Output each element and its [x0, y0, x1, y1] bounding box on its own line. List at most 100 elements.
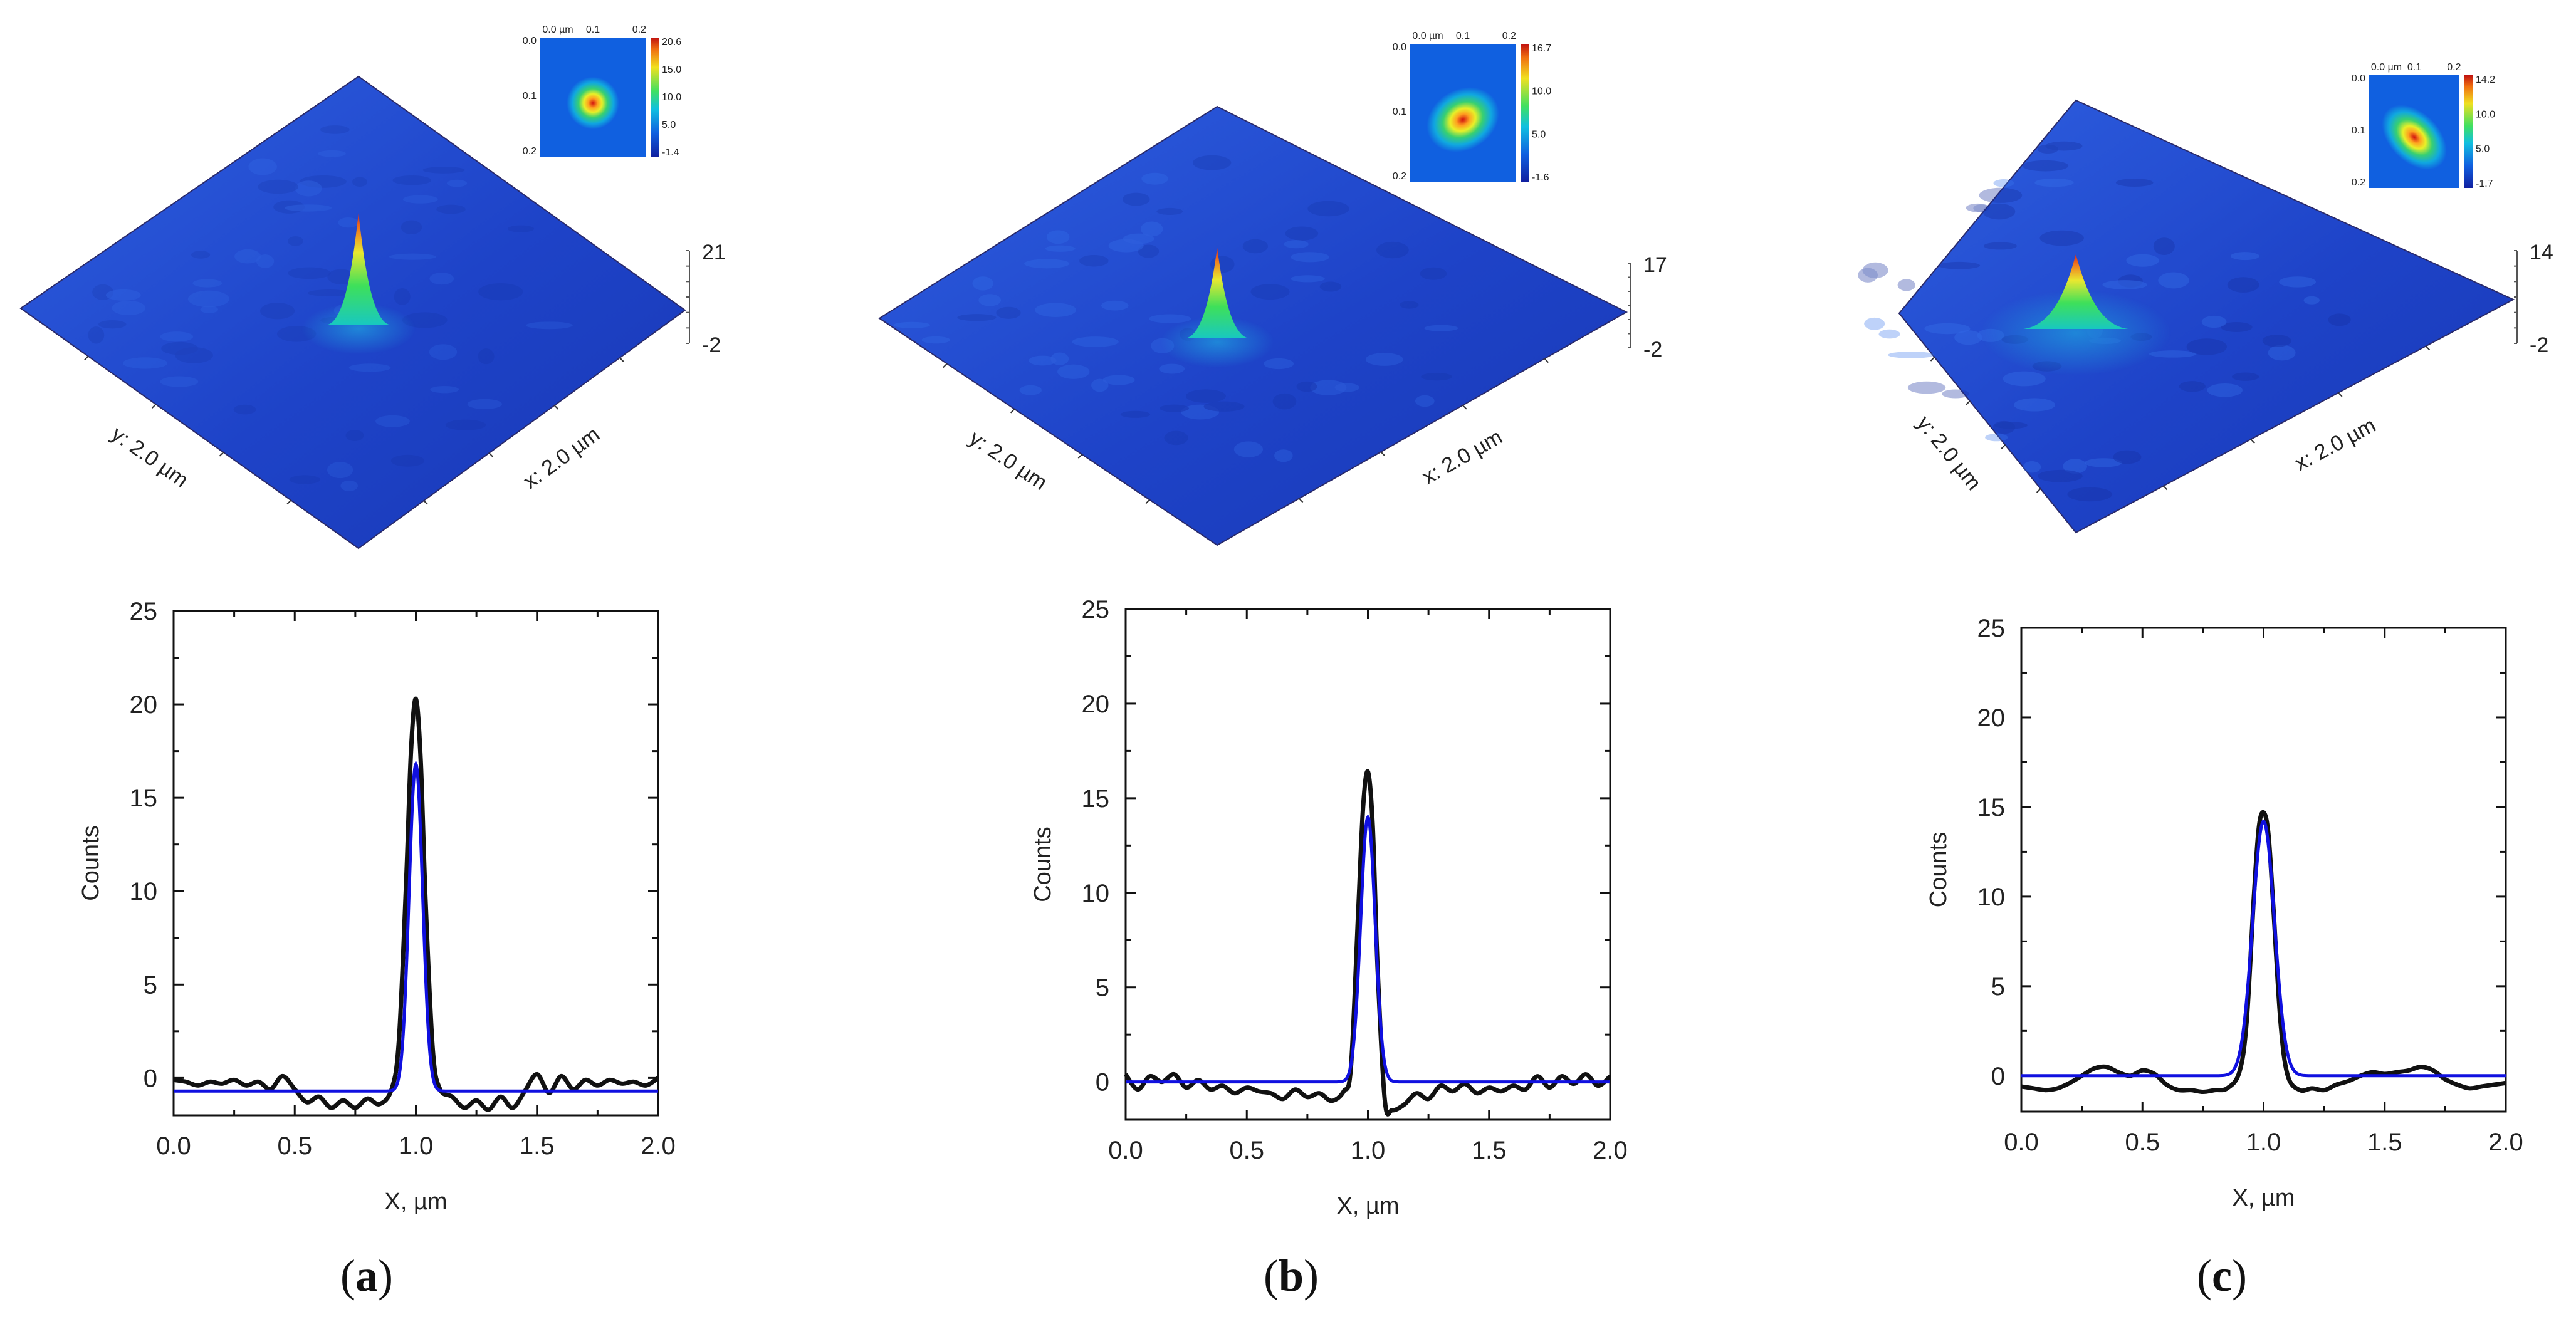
- y-axis-label: Counts: [1030, 826, 1056, 902]
- y-tick-label: 10: [130, 878, 158, 905]
- inset-y-tick-label: 0.2: [1393, 171, 1406, 182]
- panel-a: y: 2.0 µm x: 2.0 µm 21 -2 0.0 µm 0.1 0.2 0.0 0.1…: [0, 0, 859, 1324]
- inset-colorbar: [2464, 75, 2473, 188]
- x-tick-label: 0.0: [156, 1132, 191, 1160]
- x-axis-label: X, µm: [1336, 1193, 1399, 1219]
- inset-x-tick-label: 0.0 µm: [2371, 62, 2402, 73]
- surface-texture: [893, 155, 1458, 462]
- inset-spot: [2382, 105, 2447, 170]
- series-line-gaussian-fit: [2021, 819, 2506, 1078]
- y-tick-label: 20: [1082, 691, 1110, 718]
- surface-edge-ticks: [84, 355, 624, 505]
- x-axis-label: X, µm: [2232, 1185, 2295, 1211]
- y-tick-label: 0: [144, 1065, 157, 1092]
- inset-spot: [567, 76, 619, 130]
- surface-texture: [88, 125, 573, 491]
- x-tick-label: 1.5: [2367, 1129, 2402, 1156]
- axis-ticks: [1124, 608, 1611, 1120]
- panel-caption: (c): [2197, 1251, 2247, 1301]
- y-tick-label: 25: [130, 598, 158, 625]
- y-axis-label: Counts: [1925, 832, 1952, 907]
- y-tick-label: 25: [1082, 596, 1110, 623]
- y-tick-label: 5: [1991, 973, 2005, 1001]
- z-min-label: -2: [1643, 338, 1662, 362]
- inset-x-tick-label: 0.2: [632, 24, 646, 35]
- inset-x-tick-label: 0.0 µm: [1412, 31, 1443, 41]
- colorbar-tick-label: -1.4: [662, 147, 679, 158]
- x-axis-label: X, µm: [384, 1189, 447, 1215]
- x-tick-label: 0.0: [2004, 1129, 2039, 1156]
- z-max-label: 14: [2530, 241, 2553, 264]
- z-scale-bar: [686, 250, 690, 344]
- inset-y-tick-label: 0.1: [1393, 107, 1406, 117]
- x-tick-label: 1.0: [2246, 1129, 2281, 1156]
- x-tick-label: 1.0: [399, 1132, 434, 1160]
- x-tick-label: 0.5: [2125, 1129, 2160, 1156]
- colorbar-tick-label: 5.0: [662, 120, 676, 130]
- surface-peak: [1185, 248, 1249, 338]
- inset-y-tick-label: 0.0: [1393, 42, 1406, 53]
- y-tick-label: 15: [1977, 794, 2006, 821]
- inset-spot: [1427, 87, 1499, 152]
- y-tick-label: 15: [1082, 785, 1110, 813]
- surface-texture: [1858, 141, 2351, 502]
- colorbar-tick-label: 5.0: [1532, 129, 1546, 140]
- inset-y-tick-label: 0.0: [2352, 73, 2365, 84]
- y-tick-label: 0: [1096, 1069, 1109, 1097]
- inset-y-tick-label: 0.2: [523, 146, 537, 157]
- z-min-label: -2: [702, 333, 721, 357]
- x-tick-label: 0.0: [1108, 1137, 1143, 1164]
- x-tick-label: 2.0: [1593, 1137, 1628, 1164]
- x-tick-label: 1.5: [520, 1132, 555, 1160]
- inset-x-tick-label: 0.0 µm: [542, 24, 573, 35]
- series-line-gaussian-fit: [1126, 814, 1610, 1084]
- plot-frame: [2020, 627, 2507, 1113]
- inset-colorbar: [1521, 44, 1529, 182]
- line-profile-chart: 0.0 0.5 1.0 1.5 2.0 0 5 10 15 20 25 X, µm Counts: [1030, 596, 1628, 1219]
- panel-b: y: 2.0 µm x: 2.0 µm 17 -2 0.0 µm 0.1 0.2 0.0 0.1…: [859, 0, 1717, 1324]
- inset-heatmap: [1410, 44, 1516, 182]
- axis-ticks: [2020, 627, 2507, 1112]
- inset-heatmap: [2369, 75, 2459, 188]
- surface-plane: [1898, 99, 2515, 534]
- y-tick-label: 10: [1977, 884, 2006, 911]
- z-scale-bar: [2514, 250, 2518, 344]
- y-tick-label: 20: [1977, 704, 2006, 732]
- y-tick-label: 20: [130, 691, 158, 719]
- line-profile-chart: 0.0 0.5 1.0 1.5 2.0 0 5 10 15 20 25 X, µm Counts: [1925, 615, 2523, 1211]
- colorbar-tick-label: 10.0: [1532, 86, 1551, 97]
- colorbar-tick-label: 15.0: [662, 65, 681, 75]
- x-tick-label: 2.0: [2488, 1129, 2523, 1156]
- inset-colorbar: [651, 38, 659, 157]
- surface-edge-ticks: [943, 358, 1549, 504]
- colorbar-tick-label: 14.2: [2476, 75, 2495, 85]
- y-axis-label: Counts: [78, 825, 104, 900]
- peak-glow: [1160, 316, 1275, 368]
- x-tick-label: 2.0: [641, 1132, 676, 1160]
- colorbar-tick-label: -1.7: [2476, 179, 2493, 189]
- y-tick-label: 5: [144, 971, 157, 999]
- colorbar-tick-label: 10.0: [2476, 109, 2495, 120]
- x-tick-label: 1.5: [1472, 1137, 1507, 1164]
- y-tick-label: 0: [1991, 1063, 2005, 1090]
- colorbar-tick-label: 20.6: [662, 37, 681, 48]
- plot-frame: [172, 610, 659, 1117]
- line-profile-chart: 0.0 0.5 1.0 1.5 2.0 0 5 10 15 20 25 X, µm Counts: [78, 598, 676, 1215]
- series-line-gaussian-fit: [174, 760, 658, 1093]
- z-max-label: 21: [702, 241, 726, 264]
- inset-x-tick-label: 0.2: [1502, 31, 1516, 41]
- z-scale-bar: [1628, 263, 1631, 348]
- colorbar-tick-label: -1.6: [1532, 172, 1549, 183]
- inset-y-tick-label: 0.2: [2352, 177, 2365, 188]
- peak-glow: [1981, 289, 2171, 376]
- y-tick-label: 25: [1977, 615, 2006, 642]
- inset-x-tick-label: 0.1: [2407, 62, 2421, 73]
- surface-edge-ticks: [1930, 345, 2431, 493]
- surface-peak: [327, 213, 390, 325]
- y-tick-label: 15: [130, 784, 158, 812]
- panel-caption: (b): [1263, 1251, 1319, 1301]
- z-max-label: 17: [1643, 253, 1667, 277]
